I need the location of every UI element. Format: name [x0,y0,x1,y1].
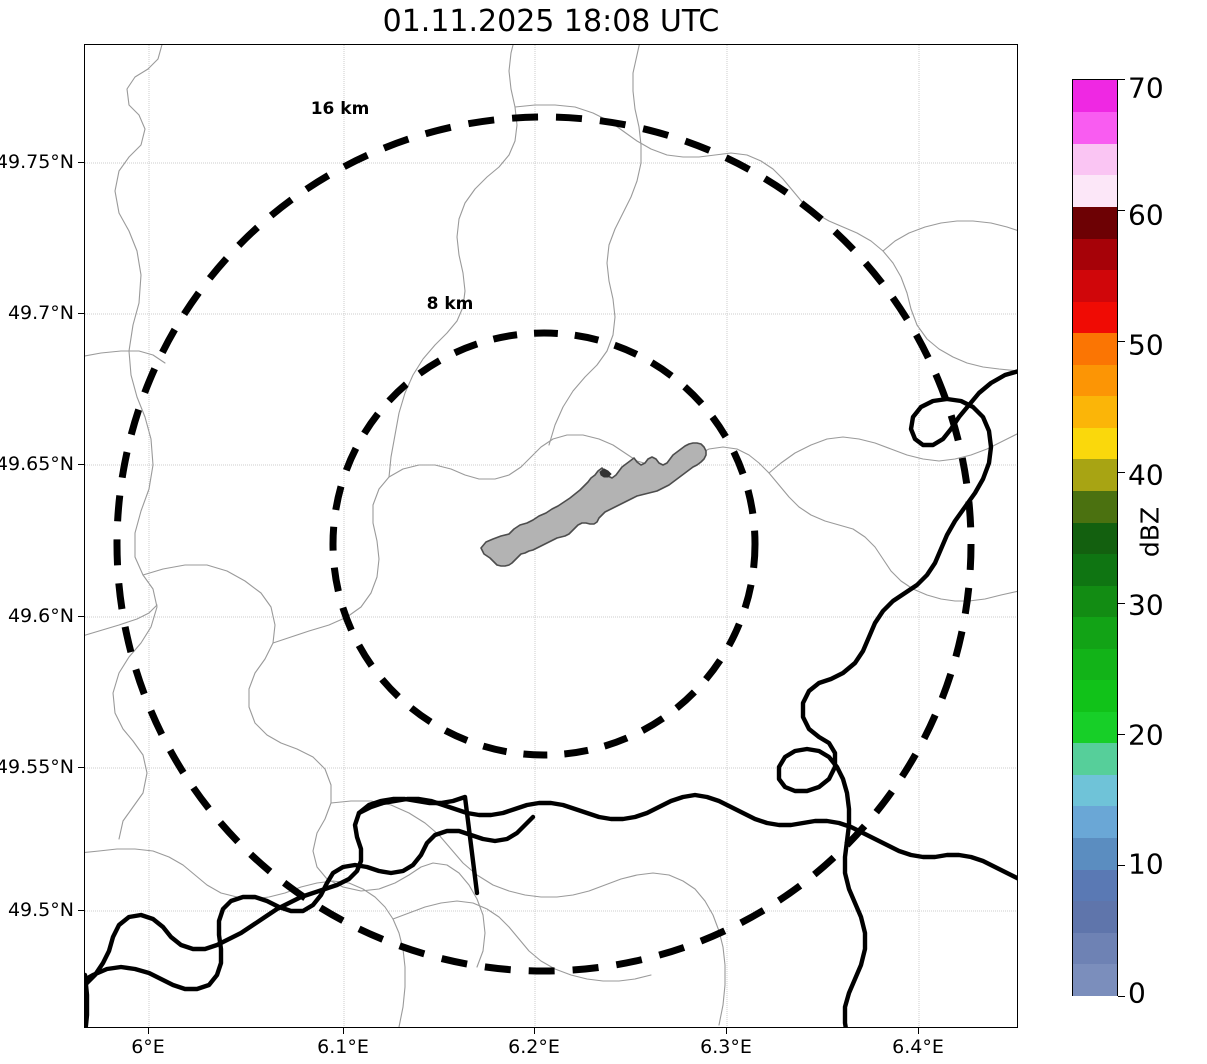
range-ring-label-16km: 16 km [310,99,370,119]
reflectivity-colorbar[interactable] [1072,79,1118,996]
colorbar-band [1073,427,1117,460]
colorbar-band [1073,363,1117,397]
colorbar-tick-label-60: 60 [1128,198,1164,232]
lat-tick-label-4955: 49.55°N [0,756,74,778]
map-gridlines [85,45,1017,1027]
lat-tick-label-497: 49.7°N [7,302,74,324]
colorbar-band [1073,931,1117,965]
colorbar-band [1073,837,1117,870]
colorbar-tick-label-20: 20 [1128,718,1164,752]
lat-tick-label-496: 49.6°N [7,605,74,627]
colorbar-band [1073,647,1117,681]
lon-tick-mark [534,1028,536,1034]
colorbar-band [1073,237,1117,271]
colorbar-tick-mark [1118,341,1125,343]
colorbar-tick-mark [1118,603,1125,605]
colorbar-band [1073,868,1117,902]
lon-tick-label-61: 6.1°E [317,1036,369,1058]
colorbar-band [1073,332,1117,365]
colorbar-tick-mark [1118,865,1125,867]
lat-tick-mark [78,313,84,315]
colorbar-tick-label-10: 10 [1128,847,1164,881]
national-borders [85,369,1017,1027]
lon-tick-label-64: 6.4°E [892,1036,944,1058]
lon-tick-mark [148,1028,150,1034]
lon-tick-label-62: 6.2°E [508,1036,560,1058]
map-svg [85,45,1017,1027]
colorbar-tick-mark [1118,210,1125,212]
colorbar-band [1073,269,1117,302]
lon-tick-label-6: 6°E [131,1036,165,1058]
lat-tick-label-4975: 49.75°N [0,151,74,173]
colorbar-band [1073,490,1117,523]
colorbar-tick-mark [1118,996,1125,998]
range-ring-label-8km: 8 km [426,294,474,314]
lon-tick-mark [343,1028,345,1034]
colorbar-band [1073,521,1117,555]
range-ring-8km [329,329,759,759]
colorbar-band [1073,143,1117,176]
colorbar-tick-mark [1118,472,1125,474]
page-title: 01.11.2025 18:08 UTC [382,4,720,39]
colorbar-band [1073,206,1117,239]
radar-map-plot[interactable]: 16 km 8 km [84,44,1018,1028]
colorbar-band [1073,458,1117,491]
colorbar-tick-label-0: 0 [1128,976,1146,1010]
colorbar-tick-label-30: 30 [1128,588,1164,622]
colorbar-band [1073,616,1117,649]
colorbar-band [1073,553,1117,586]
colorbar-band [1073,711,1117,744]
colorbar-tick-label-40: 40 [1128,458,1164,492]
colorbar-band [1073,963,1117,996]
lon-tick-label-63: 6.3°E [700,1036,752,1058]
colorbar-tick-mark [1118,79,1125,81]
lat-tick-mark [78,767,84,769]
range-ring-16km [113,113,975,975]
colorbar-band [1073,679,1117,712]
colorbar-band [1073,111,1117,144]
lat-tick-mark [78,464,84,466]
lat-tick-mark [78,616,84,618]
lon-tick-mark [918,1028,920,1034]
colorbar-band [1073,395,1117,428]
range-rings [113,113,975,975]
administrative-borders [85,45,1017,1027]
colorbar-tick-label-70: 70 [1128,71,1164,105]
colorbar-band [1073,584,1117,618]
colorbar-band [1073,174,1117,207]
colorbar-band [1073,900,1117,933]
colorbar-band [1073,805,1117,839]
lat-tick-label-4965: 49.65°N [0,453,74,475]
colorbar-axis-label: dBZ [1135,506,1165,558]
colorbar-tick-mark [1118,734,1125,736]
colorbar-tick-label-50: 50 [1128,328,1164,362]
colorbar-band [1073,80,1117,113]
lat-tick-label-495: 49.5°N [7,899,74,921]
colorbar-band [1073,742,1117,775]
city-area-polygon [480,442,707,567]
colorbar-band [1073,774,1117,807]
lon-tick-mark [726,1028,728,1034]
lat-tick-mark [78,910,84,912]
lat-tick-mark [78,162,84,164]
colorbar-band [1073,300,1117,334]
